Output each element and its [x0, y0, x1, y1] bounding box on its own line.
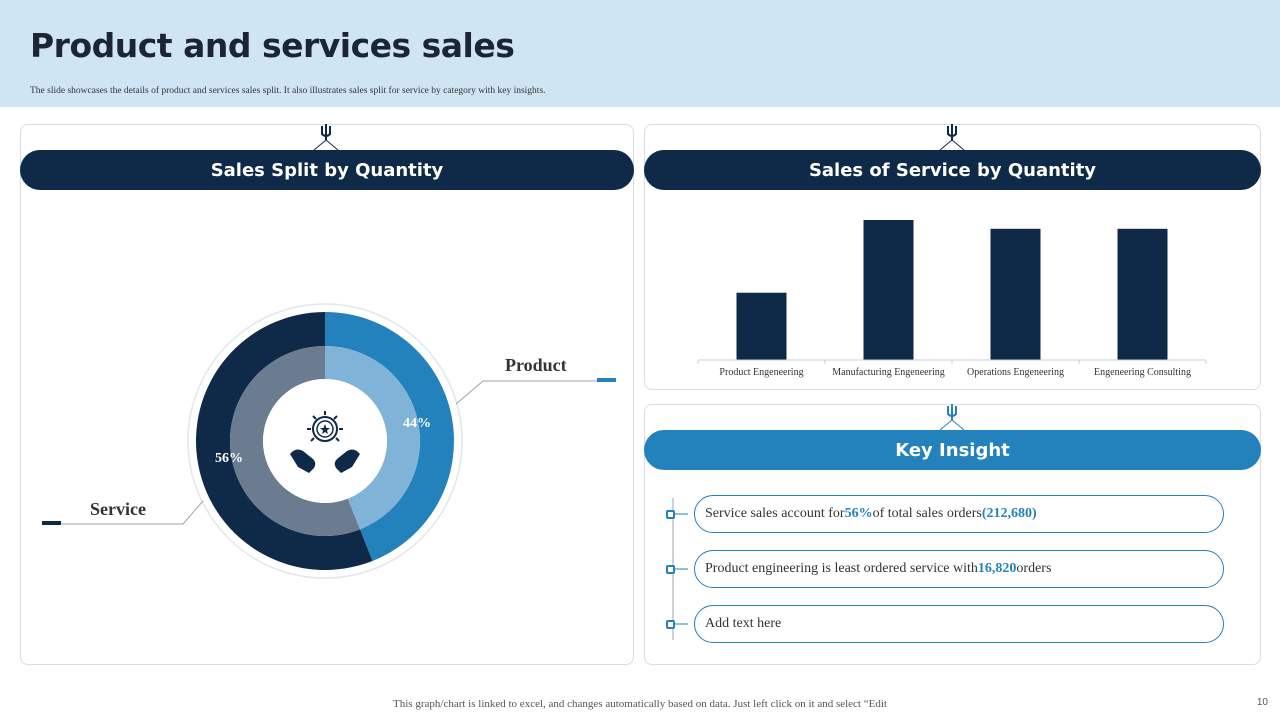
insight-item[interactable]: Add text here: [694, 605, 1224, 643]
x-tick-label: Product Engeneering: [719, 367, 804, 378]
page-subtitle: The slide showcases the details of produ…: [30, 86, 546, 96]
left-panel: [20, 124, 634, 665]
service-sales-heading: Sales of Service by Quantity: [644, 150, 1261, 190]
x-tick-label: Engeneering Consulting: [1094, 367, 1191, 378]
x-tick-label: Manufacturing Engeneering: [832, 367, 945, 378]
page-number: 10: [1256, 697, 1268, 708]
product-pct-label: 44%: [403, 416, 431, 431]
insight-marker-icon: [666, 510, 675, 519]
insight-marker-icon: [666, 620, 675, 629]
x-tick-label: Operations Engeneering: [967, 367, 1064, 378]
sales-split-heading: Sales Split by Quantity: [20, 150, 634, 190]
product-label: Product: [505, 355, 567, 375]
insight-item[interactable]: Service sales account for 56% of total s…: [694, 495, 1224, 533]
service-pct-label: 56%: [215, 451, 243, 466]
page-title: Product and services sales: [30, 26, 515, 65]
left-connector-icon: [313, 124, 339, 151]
insight-marker-icon: [666, 565, 675, 574]
footer-note: This graph/chart is linked to excel, and…: [393, 698, 887, 710]
right-bottom-connector-icon: [939, 404, 965, 431]
service-label: Service: [90, 499, 146, 519]
right-top-connector-icon: [939, 124, 965, 151]
insight-item[interactable]: Product engineering is least ordered ser…: [694, 550, 1224, 588]
header-band: [0, 0, 1280, 107]
key-insight-heading: Key Insight: [644, 430, 1261, 470]
